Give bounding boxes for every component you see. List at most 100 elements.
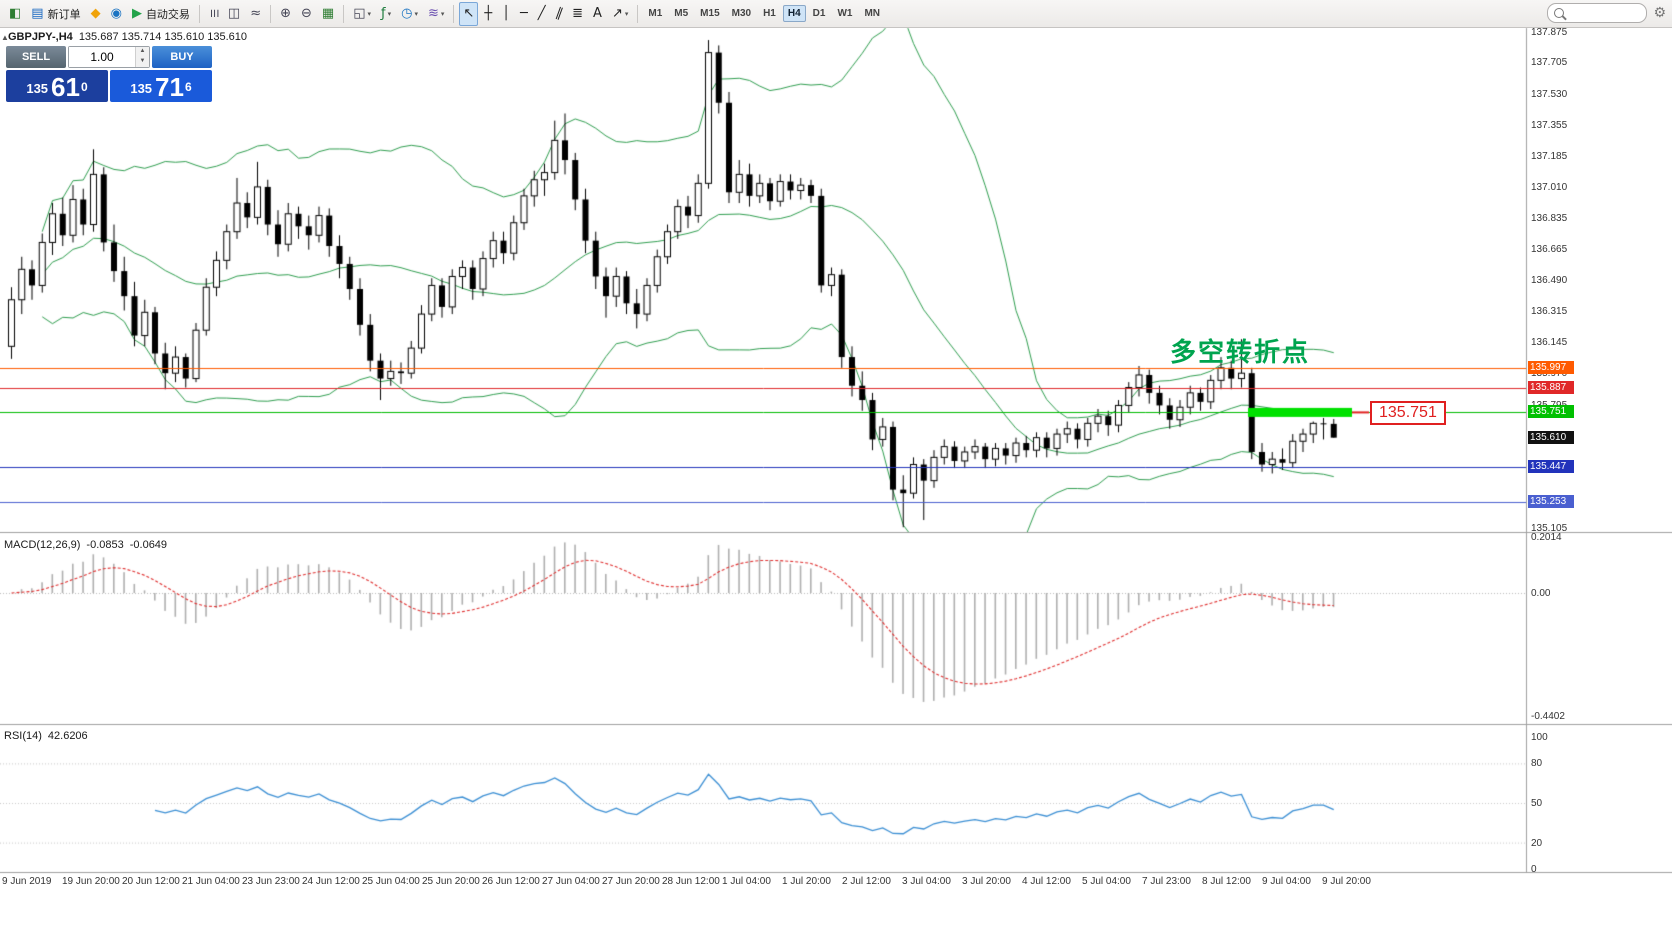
toolbar-separator (270, 4, 272, 23)
time-axis-label: 20 Jun 12:00 (122, 876, 180, 887)
settings-icon[interactable]: ⚙ (1653, 5, 1666, 21)
new-order-icon: ▤ (31, 6, 44, 21)
rsi-axis-label: 50 (1531, 798, 1543, 809)
line-chart-icon[interactable]: ≈ (246, 3, 265, 25)
price-callout-label[interactable]: 135.751 (1370, 401, 1446, 425)
templates-icon[interactable]: ≋ ▾ (424, 3, 448, 25)
timeframe-m5-button[interactable]: M5 (674, 8, 689, 19)
market-icon[interactable]: ◉ (107, 3, 126, 25)
text-tool-icon[interactable]: A (589, 3, 606, 25)
chart-symbol-period: GBPJPY-,H4 (8, 31, 73, 43)
periods-icon[interactable]: ◷ ▾ (397, 3, 422, 25)
chart-ohlc-values: 135.687 135.714 135.610 135.610 (78, 31, 248, 43)
toolbar-separator (198, 4, 200, 23)
time-axis-label: 9 Jul 20:00 (1322, 876, 1371, 887)
indicators-icon[interactable]: ƒ ▾ (377, 3, 395, 25)
market-icon: ◉ (110, 6, 122, 21)
buy-button[interactable]: BUY (152, 46, 212, 68)
annotation-text[interactable]: 多空转折点 (1170, 337, 1311, 367)
search-input[interactable] (1567, 6, 1632, 20)
price-axis-label: 137.355 (1531, 120, 1568, 132)
horizontal-line-icon[interactable]: ─ (516, 3, 532, 25)
timeframe-m30-button[interactable]: M30 (731, 8, 752, 19)
zoom-in-icon[interactable]: ⊕ (276, 3, 295, 25)
search-box[interactable] (1547, 3, 1648, 23)
arrows-tool-icon[interactable]: ↗ ▾ (608, 3, 632, 25)
metaeditor-icon[interactable]: ◆ (87, 3, 105, 25)
time-axis-label: 3 Jul 04:00 (902, 876, 951, 887)
one-click-toggle-icon[interactable]: ▲ (1, 33, 9, 42)
price-tag: 135.751 (1528, 405, 1574, 419)
time-axis-label: 21 Jun 04:00 (182, 876, 240, 887)
macd-axis-label: 0.00 (1531, 588, 1551, 599)
time-axis-label: 2 Jul 12:00 (842, 876, 891, 887)
volume-down-icon[interactable]: ▼ (136, 57, 149, 67)
time-axis-label: 8 Jul 12:00 (1202, 876, 1251, 887)
templates-icon: ≋ (427, 6, 439, 21)
time-axis-label: 9 Jun 2019 (2, 876, 52, 887)
timeframe-w1-button[interactable]: W1 (837, 8, 853, 19)
timeframe-h1-button[interactable]: H1 (763, 8, 776, 19)
terminal-chart-icon[interactable]: ◧ (5, 3, 25, 25)
sell-price-sup: 0 (80, 80, 88, 94)
price-axis-label: 137.705 (1531, 57, 1568, 69)
volume-input[interactable] (69, 47, 135, 67)
fibonacci-icon[interactable]: ≣ (568, 3, 587, 25)
timeframe-mn-button[interactable]: MN (864, 8, 881, 19)
price-axis-label: 135.795 (1531, 400, 1567, 411)
fibonacci-icon: ≣ (572, 6, 584, 21)
vertical-line-icon[interactable]: │ (498, 3, 514, 25)
chevron-down-icon: ▾ (367, 10, 372, 18)
price-axis-label: 137.010 (1531, 181, 1568, 193)
new-order-button[interactable]: ▤ 新订单 (27, 3, 84, 25)
time-axis-label: 27 Jun 20:00 (602, 876, 660, 887)
timeframe-h4-button[interactable]: H4 (782, 5, 806, 22)
time-axis-label: 28 Jun 12:00 (662, 876, 720, 887)
sell-price[interactable]: 135 61 0 (6, 70, 108, 102)
price-tag: 135.887 (1528, 381, 1574, 395)
time-axis-label: 19 Jun 20:00 (62, 876, 120, 887)
buy-price-sup: 6 (184, 80, 192, 94)
autotrading-button-label: 自动交易 (145, 8, 190, 21)
time-axis-label: 1 Jul 04:00 (722, 876, 771, 887)
terminal-chart-icon: ◧ (9, 6, 22, 21)
zoom-out-icon[interactable]: ⊖ (297, 3, 316, 25)
rsi-axis-label: 20 (1531, 837, 1543, 849)
timeframe-m15-button[interactable]: M15 (700, 8, 720, 19)
volume-stepper: ▲ ▼ (135, 47, 149, 67)
toolbar-separator (343, 4, 345, 23)
indicators-icon: ƒ (381, 6, 386, 21)
crosshair-icon[interactable]: ┼ (480, 3, 496, 25)
rsi-name: RSI(14) (4, 730, 42, 742)
text-tool-icon: A (593, 6, 602, 21)
price-tag: 135.610 (1528, 430, 1574, 444)
one-click-trading-panel: SELL ▲ ▼ BUY 135 61 0 135 (6, 46, 212, 102)
buy-price-main: 135 (130, 81, 153, 96)
toolbar-separator (637, 4, 639, 23)
toolbar: ◧ ▤ 新订单 ◆ ◉ ▶ 自动交易 ☰ ◫ ≈ ⊕ ⊖ ▦ ◱ ▾ ƒ ▾ ◷ ▾ ≋ ▾ ↖ ┼ │ ─ ╱ ∥ ≣ A ↗ ▾ M1 M5… (0, 0, 1672, 28)
rsi-axis-label: 80 (1531, 758, 1543, 770)
buy-price[interactable]: 135 71 6 (110, 70, 212, 102)
trendline-icon[interactable]: ╱ (534, 3, 550, 25)
timeframe-m1-button[interactable]: M1 (648, 8, 663, 19)
toolbar-separator (453, 4, 455, 23)
sell-price-pips: 61 (51, 72, 80, 102)
toolbar-right: ⚙ (1547, 3, 1666, 23)
toolbar-left: ◧ ▤ 新订单 ◆ ◉ ▶ 自动交易 ☰ ◫ ≈ ⊕ ⊖ ▦ ◱ ▾ ƒ ▾ ◷ ▾ ≋ ▾ ↖ ┼ │ ─ ╱ ∥ ≣ A ↗ ▾ M1 M5… (0, 0, 886, 27)
volume-up-icon[interactable]: ▲ (136, 47, 149, 57)
cursor-icon[interactable]: ↖ (459, 1, 479, 26)
tile-windows-icon[interactable]: ▦ (318, 3, 338, 25)
rsi-axis-label: 100 (1531, 732, 1548, 743)
zoom-in-icon: ⊕ (280, 6, 292, 21)
timeframe-d1-button[interactable]: D1 (812, 8, 826, 19)
price-axis-label: 136.315 (1531, 306, 1568, 318)
auto-arrange-icon[interactable]: ◱ ▾ (349, 3, 375, 25)
sell-button[interactable]: SELL (6, 46, 66, 68)
autotrading-button[interactable]: ▶ 自动交易 (128, 3, 194, 25)
trendline-icon: ╱ (537, 6, 546, 21)
macd-axis-label: 0.2014 (1531, 531, 1562, 543)
candlestick-chart-icon[interactable]: ◫ (224, 3, 244, 25)
